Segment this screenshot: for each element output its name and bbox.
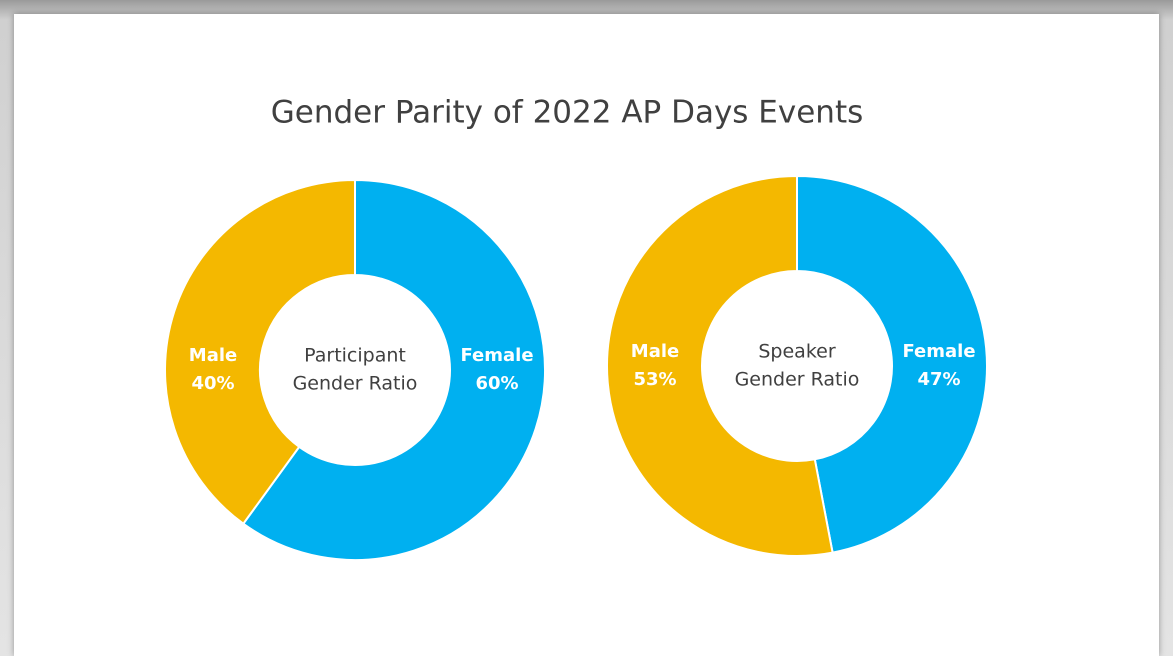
slice-value-label: 60% xyxy=(475,373,518,394)
slice-value-label: 53% xyxy=(633,369,676,390)
donut-slice xyxy=(164,178,356,526)
center-label: Speaker xyxy=(758,341,835,363)
slice-value-label: 40% xyxy=(191,373,234,394)
slice-label: Female xyxy=(902,341,975,362)
slice-label: Male xyxy=(631,341,679,362)
donut-slice xyxy=(796,174,989,554)
center-label: Gender Ratio xyxy=(293,373,418,395)
donut-slice xyxy=(606,174,834,557)
donut-slice xyxy=(241,178,546,561)
slice-value-label: 47% xyxy=(917,369,960,390)
chart-title: Gender Parity of 2022 AP Days Events xyxy=(271,95,864,131)
slice-label: Female xyxy=(460,345,533,366)
slice-label: Male xyxy=(189,345,237,366)
center-label: Participant xyxy=(304,345,406,367)
center-label: Gender Ratio xyxy=(735,369,860,391)
